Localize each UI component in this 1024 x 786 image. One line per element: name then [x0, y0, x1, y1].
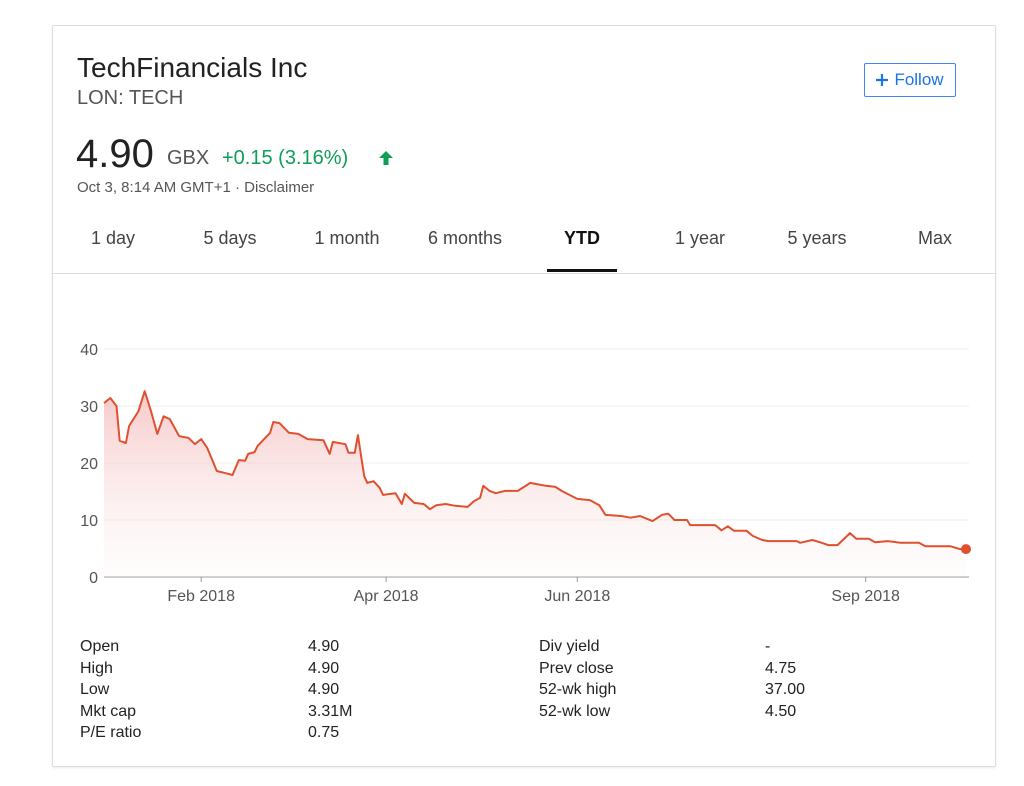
price-line [103, 390, 966, 551]
stat-value: 3.31M [308, 702, 353, 720]
tab-underline [547, 269, 617, 272]
y-tick-label: 10 [80, 513, 98, 530]
range-tab[interactable]: 1 day [90, 228, 136, 248]
range-tab[interactable]: Max [917, 228, 953, 248]
stat-label: Prev close [539, 659, 614, 677]
stat-label: High [80, 659, 113, 677]
range-tab[interactable]: 1 year [674, 228, 726, 248]
stat-value: 37.00 [765, 681, 806, 698]
quote-card: TechFinancials Inc LON: TECH Follow 4.90… [52, 25, 996, 767]
follow-label: Follow [894, 70, 944, 89]
separator: · [234, 179, 240, 196]
follow-button[interactable]: Follow [864, 63, 956, 97]
stat-value: 4.50 [765, 702, 797, 720]
stat-label: Div yield [539, 638, 600, 655]
stat-label: P/E ratio [80, 724, 142, 741]
stat-value: 0.75 [308, 724, 340, 741]
stat-label: 52-wk high [539, 681, 617, 698]
stat-label: Low [80, 681, 110, 698]
range-tab[interactable]: 5 days [203, 228, 257, 248]
x-tick-label: Sep 2018 [831, 588, 900, 605]
y-tick-label: 0 [89, 570, 98, 587]
range-tab[interactable]: 6 months [427, 228, 503, 248]
y-tick-label: 30 [80, 399, 98, 416]
stat-value: - [765, 638, 771, 655]
disclaimer-link[interactable]: Disclaimer [244, 179, 315, 196]
range-tab[interactable]: YTD [564, 228, 600, 248]
up-arrow [379, 151, 393, 165]
range-tab[interactable]: 1 month [314, 228, 380, 248]
x-tick-label: Feb 2018 [167, 588, 235, 605]
range-tab[interactable]: 5 years [787, 228, 847, 248]
currency: GBX [167, 147, 210, 169]
current-point [961, 544, 971, 555]
range-tabs: 1 day 5 days 1 month 6 months YTD 1 year 5 yea… [53, 216, 995, 274]
stat-label: Mkt cap [80, 702, 137, 720]
timestamp: Oct 3, 8:14 AM GMT+1 [77, 179, 231, 196]
stat-value: 4.90 [308, 681, 340, 698]
chart: 0 10 20 30 40 Feb 2018 Apr 2018 Jun 2018 Sep 201… [80, 342, 971, 605]
stat-value: 4.75 [765, 659, 797, 677]
company-name: TechFinancials Inc [77, 52, 308, 83]
y-tick-label: 40 [80, 342, 98, 359]
y-tick-label: 20 [80, 456, 98, 473]
price-change: +0.15 (3.16%) [222, 147, 349, 169]
stat-value: 4.90 [308, 638, 340, 655]
stat-value: 4.90 [308, 659, 340, 677]
ticker: LON: TECH [77, 87, 184, 109]
x-tick-label: Jun 2018 [544, 588, 610, 605]
timestamp-row: Oct 3, 8:14 AM GMT+1 · Disclaimer [77, 179, 314, 196]
stat-label: Open [80, 638, 120, 655]
x-tick-label: Apr 2018 [354, 588, 419, 605]
price: 4.90 [76, 132, 154, 176]
plus-icon [876, 74, 889, 86]
stat-label: 52-wk low [539, 702, 611, 720]
